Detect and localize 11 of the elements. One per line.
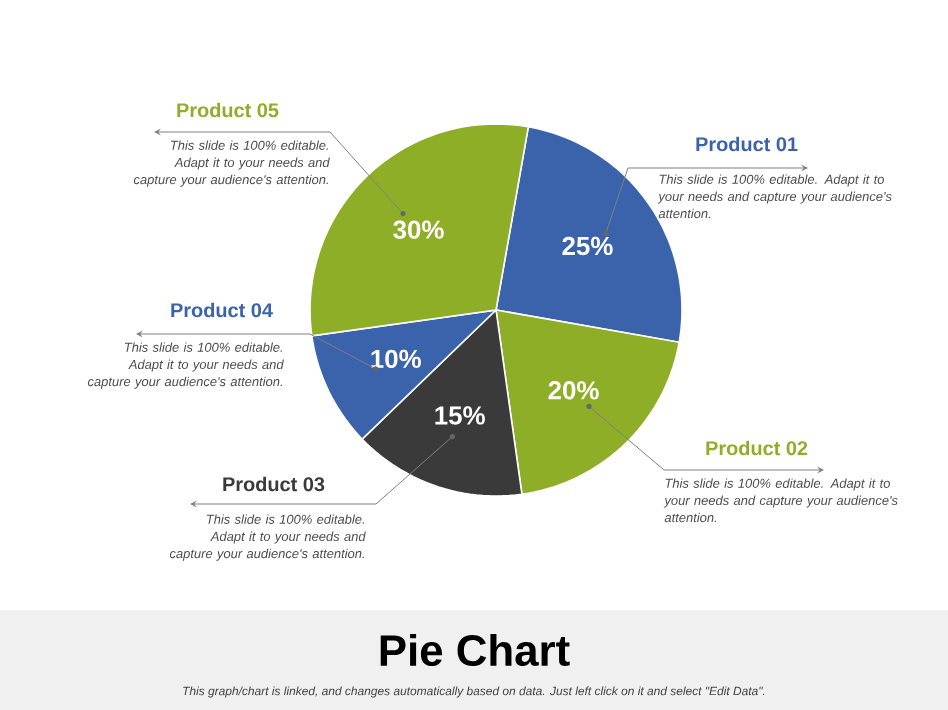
slice-label: Product 03 <box>223 476 325 492</box>
data-label: 15% <box>435 406 485 425</box>
slice-label: Product 05 <box>177 102 279 118</box>
slice-label: Product 02 <box>706 440 808 456</box>
data-label: 10% <box>371 349 421 369</box>
data-label: 25% <box>562 236 613 256</box>
slice-label: Product 04 <box>171 302 273 318</box>
text: Pie Chart <box>380 633 570 667</box>
slice-label: Product 01 <box>696 136 798 152</box>
data-label: 30% <box>393 220 444 239</box>
data-label: 20% <box>548 381 599 400</box>
